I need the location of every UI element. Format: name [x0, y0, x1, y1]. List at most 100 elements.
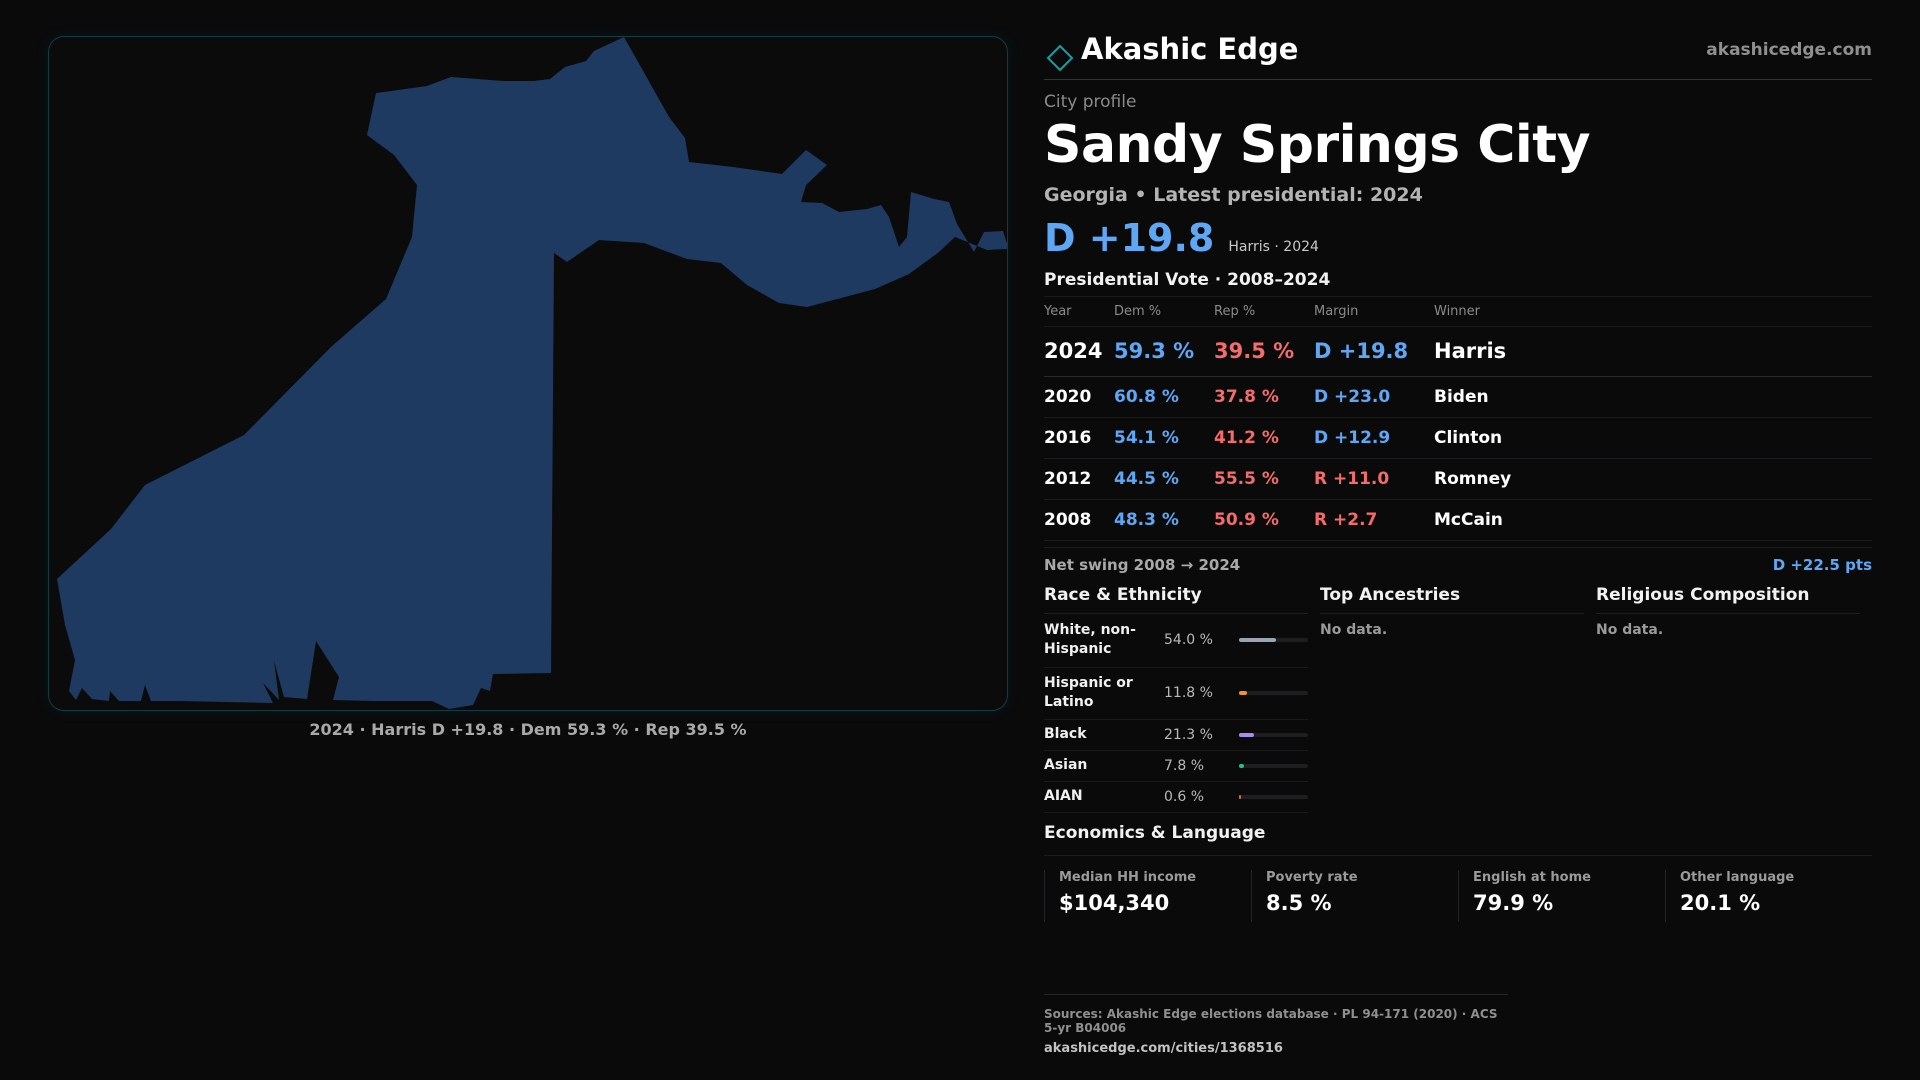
profile-panel: Akashic Edge akashicedge.com City profil…	[1044, 30, 1872, 922]
ancestries-section-title: Top Ancestries	[1320, 585, 1584, 614]
ancestries-section: Top Ancestries No data.	[1320, 585, 1596, 813]
net-swing-row: Net swing 2008 → 2024 D +22.5 pts	[1044, 546, 1872, 579]
row-rep: 41.2 %	[1214, 417, 1314, 459]
col-header-winner: Winner	[1434, 295, 1872, 327]
race-bar-fill	[1239, 794, 1241, 799]
brand-header: Akashic Edge akashicedge.com	[1044, 30, 1872, 80]
row-winner: Clinton	[1434, 417, 1872, 459]
brand-name[interactable]: Akashic Edge	[1081, 32, 1299, 66]
econ-value: 79.9 %	[1473, 890, 1554, 915]
vote-section-title: Presidential Vote · 2008–2024	[1044, 269, 1331, 290]
econ-label: Median HH income	[1059, 869, 1197, 885]
row-margin: R +11.0	[1314, 458, 1434, 500]
row-rep: 39.5 %	[1214, 326, 1314, 377]
row-dem: 48.3 %	[1114, 499, 1214, 541]
econ-label: English at home	[1473, 869, 1591, 885]
race-row: Black 21.3 %	[1044, 720, 1308, 751]
econ-cell-poverty: Poverty rate 8.5 %	[1251, 869, 1458, 922]
row-winner: Harris	[1434, 326, 1872, 377]
table-row: 2008 48.3 % 50.9 % R +2.7 McCain	[1044, 499, 1872, 541]
table-row: 2020 60.8 % 37.8 % D +23.0 Biden	[1044, 376, 1872, 418]
headline-note: Harris · 2024	[1228, 238, 1319, 255]
row-margin: R +2.7	[1314, 499, 1434, 541]
row-rep: 37.8 %	[1214, 376, 1314, 418]
row-margin: D +19.8	[1314, 326, 1434, 377]
econ-cell-other-language: Other language 20.1 %	[1665, 869, 1872, 922]
col-header-dem: Dem %	[1114, 295, 1214, 327]
race-row: White, non-Hispanic 54.0 %	[1044, 614, 1308, 668]
religion-section-title: Religious Composition	[1596, 585, 1860, 614]
brand-url-link[interactable]: akashicedge.com	[1706, 40, 1872, 60]
sources-footer: Sources: Akashic Edge elections database…	[1044, 994, 1508, 1056]
race-row: Asian 7.8 %	[1044, 751, 1308, 782]
race-bar-fill	[1239, 691, 1248, 696]
row-year: 2016	[1044, 417, 1114, 459]
economics-section-title: Economics & Language	[1044, 823, 1872, 856]
table-row: 2012 44.5 % 55.5 % R +11.0 Romney	[1044, 458, 1872, 500]
city-boundary-shape	[57, 37, 1007, 709]
page-kicker: City profile	[1044, 92, 1137, 112]
race-label: Asian	[1044, 757, 1088, 774]
ancestries-empty: No data.	[1320, 621, 1388, 638]
row-winner: McCain	[1434, 499, 1872, 541]
row-margin: D +23.0	[1314, 376, 1434, 418]
race-row: AIAN 0.6 %	[1044, 782, 1308, 813]
city-map[interactable]	[48, 36, 1008, 711]
religion-section: Religious Composition No data.	[1596, 585, 1872, 813]
race-label: Black	[1044, 726, 1087, 743]
race-bar-track	[1239, 732, 1308, 737]
row-rep: 50.9 %	[1214, 499, 1314, 541]
sources-line: Sources: Akashic Edge elections database…	[1044, 1007, 1498, 1035]
diamond-icon	[1046, 44, 1074, 72]
race-bar-track	[1239, 638, 1308, 643]
race-pct: 54.0 %	[1164, 632, 1213, 649]
econ-value: 20.1 %	[1680, 890, 1761, 915]
row-dem: 44.5 %	[1114, 458, 1214, 500]
demographics-row: Race & Ethnicity White, non-Hispanic 54.…	[1044, 585, 1872, 813]
map-caption: 2024 · Harris D +19.8 · Dem 59.3 % · Rep…	[309, 720, 747, 739]
net-swing-label: Net swing 2008 → 2024	[1044, 555, 1241, 574]
row-winner: Biden	[1434, 376, 1872, 418]
economics-row: Median HH income $104,340 Poverty rate 8…	[1044, 869, 1872, 922]
row-year: 2020	[1044, 376, 1114, 418]
econ-value: $104,340	[1059, 890, 1170, 915]
race-pct: 21.3 %	[1164, 726, 1213, 743]
race-bar-fill	[1239, 732, 1254, 737]
race-row: Hispanic or Latino 11.8 %	[1044, 668, 1308, 720]
row-dem: 54.1 %	[1114, 417, 1214, 459]
race-bar-fill	[1239, 763, 1245, 768]
sources-url-link[interactable]: akashicedge.com/cities/1368516	[1044, 1041, 1283, 1056]
race-bar-track	[1239, 794, 1308, 799]
race-bar-fill	[1239, 638, 1277, 643]
econ-cell-income: Median HH income $104,340	[1044, 869, 1251, 922]
table-header-row: Year Dem % Rep % Margin Winner	[1044, 295, 1872, 327]
page-subtitle: Georgia • Latest presidential: 2024	[1044, 183, 1423, 206]
table-row: 2024 59.3 % 39.5 % D +19.8 Harris	[1044, 326, 1872, 377]
race-section-title: Race & Ethnicity	[1044, 585, 1308, 614]
race-ethnicity-section: Race & Ethnicity White, non-Hispanic 54.…	[1044, 585, 1320, 813]
race-bar-track	[1239, 763, 1308, 768]
row-year: 2012	[1044, 458, 1114, 500]
headline-margin: D +19.8	[1044, 215, 1215, 260]
race-bar-track	[1239, 691, 1308, 696]
race-pct: 7.8 %	[1164, 757, 1205, 774]
city-boundary-map	[57, 37, 1007, 709]
net-swing-value: D +22.5 pts	[1772, 555, 1872, 574]
row-margin: D +12.9	[1314, 417, 1434, 459]
row-dem: 59.3 %	[1114, 326, 1214, 377]
religion-empty: No data.	[1596, 621, 1664, 638]
row-year: 2024	[1044, 326, 1114, 377]
race-pct: 0.6 %	[1164, 788, 1205, 805]
col-header-margin: Margin	[1314, 295, 1434, 327]
headline-result: D +19.8 Harris · 2024	[1044, 216, 1872, 260]
econ-label: Other language	[1680, 869, 1795, 885]
race-pct: 11.8 %	[1164, 685, 1213, 702]
row-dem: 60.8 %	[1114, 376, 1214, 418]
econ-value: 8.5 %	[1266, 890, 1332, 915]
row-rep: 55.5 %	[1214, 458, 1314, 500]
row-winner: Romney	[1434, 458, 1872, 500]
econ-label: Poverty rate	[1266, 869, 1358, 885]
table-row: 2016 54.1 % 41.2 % D +12.9 Clinton	[1044, 417, 1872, 459]
econ-cell-english: English at home 79.9 %	[1458, 869, 1665, 922]
presidential-vote-table: Year Dem % Rep % Margin Winner 2024 59.3…	[1044, 295, 1872, 541]
